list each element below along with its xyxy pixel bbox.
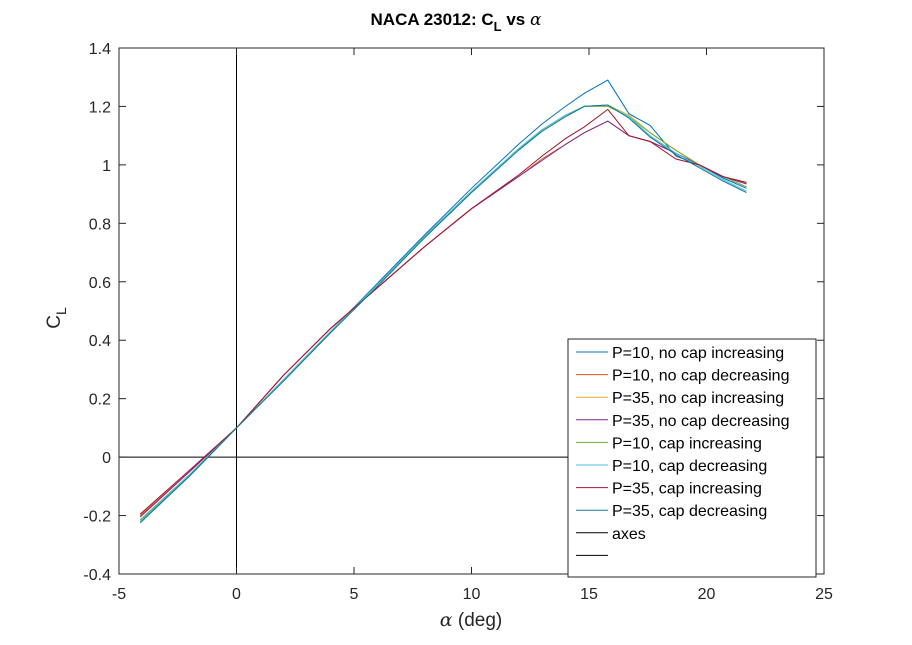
legend: P=10, no cap increasing P=10, no cap decr… — [567, 338, 817, 578]
y-tick-label: 0.6 — [89, 275, 111, 292]
x-tick-label: 15 — [580, 586, 598, 603]
series-line-8 — [139, 104, 747, 524]
y-axis-label: CL — [44, 307, 69, 329]
legend-entry-label: P=35, cap decreasing — [612, 503, 767, 520]
series-line-6 — [139, 104, 747, 522]
legend-entry-label: P=35, no cap decreasing — [612, 413, 789, 430]
chart-title: NACA 23012: CL vs α — [371, 10, 542, 34]
legend-entry-label: P=35, no cap increasing — [612, 390, 784, 407]
x-tick-label: 20 — [698, 586, 716, 603]
series-line-7 — [139, 108, 747, 515]
legend-entry-label: axes — [612, 526, 646, 543]
x-tick-label: 10 — [463, 586, 481, 603]
legend-entry-label: P=35, cap increasing — [612, 481, 762, 498]
y-tick-label: 0.4 — [89, 333, 111, 350]
legend-entry-label: P=10, cap decreasing — [612, 458, 767, 475]
x-tick-label: -5 — [112, 586, 126, 603]
x-tick-label: 0 — [232, 586, 241, 603]
y-tick-label: -0.4 — [83, 567, 111, 584]
x-tick-label: 25 — [815, 586, 833, 603]
x-tick-label: 5 — [350, 586, 359, 603]
y-tick-label: 0.2 — [89, 392, 111, 409]
series-lines — [139, 79, 747, 524]
legend-entry-label: P=10, no cap decreasing — [612, 368, 789, 385]
axis-ticks: -5 0 5 10 15 20 25 -0.4 -0.2 0 0.2 0.4 0.6 0.8 1 1.2 1.4 — [83, 41, 833, 603]
y-tick-label: -0.2 — [83, 509, 111, 526]
legend-entry-label: P=10, cap increasing — [612, 435, 762, 452]
y-tick-label: 0 — [102, 450, 111, 467]
legend-box — [567, 338, 817, 578]
y-tick-label: 1.4 — [89, 41, 111, 58]
y-tick-label: 1 — [102, 158, 111, 175]
y-tick-label: 1.2 — [89, 99, 111, 116]
x-axis-label: α (deg) — [440, 609, 502, 631]
legend-entry-label: P=10, no cap increasing — [612, 345, 784, 362]
y-tick-label: 0.8 — [89, 216, 111, 233]
